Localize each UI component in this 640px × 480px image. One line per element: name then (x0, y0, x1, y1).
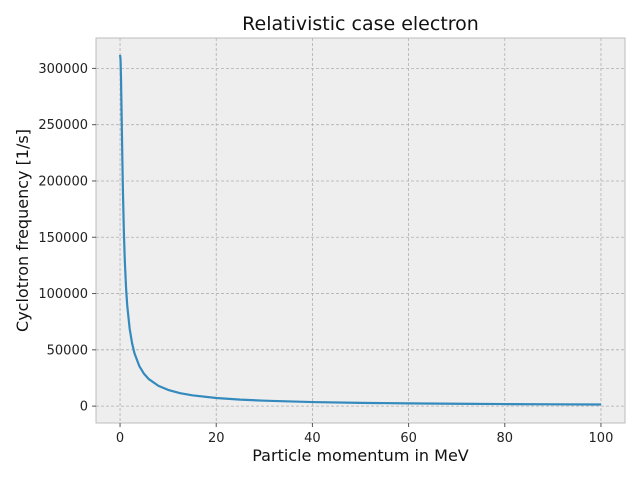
x-tick-label: 60 (400, 431, 417, 446)
x-axis-label: Particle momentum in MeV (252, 446, 469, 465)
y-tick-label: 0 (80, 400, 88, 415)
y-axis-label: Cyclotron frequency [1/s] (13, 129, 32, 332)
x-tick-label: 80 (496, 431, 513, 446)
series-line (118, 54, 601, 406)
y-tick-label: 100000 (38, 287, 88, 302)
y-tick-label: 250000 (38, 118, 88, 133)
series-layer (118, 54, 601, 406)
plot-area (95, 37, 626, 424)
ticks: 0 20 40 60 80 100 0 50000 100000 150000 200000 2500… (38, 62, 613, 446)
y-tick-label: 150000 (38, 231, 88, 246)
x-tick-label: 20 (208, 431, 225, 446)
x-tick-label: 40 (304, 431, 321, 446)
y-tick-label: 50000 (47, 343, 88, 358)
grid (96, 38, 625, 423)
x-tick-label: 100 (589, 431, 614, 446)
y-tick-label: 300000 (38, 62, 88, 77)
x-tick-label: 0 (116, 431, 124, 446)
y-tick-label: 200000 (38, 174, 88, 189)
chart-title: Relativistic case electron (242, 13, 479, 35)
